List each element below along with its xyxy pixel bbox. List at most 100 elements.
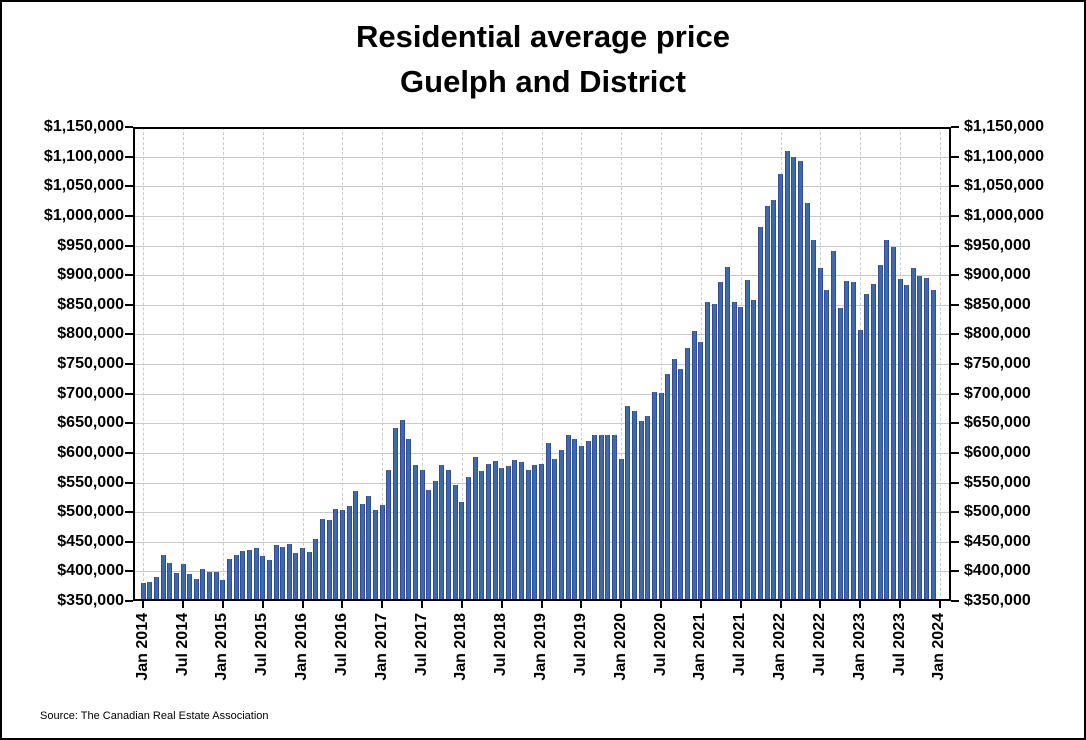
bar [705,301,710,601]
bar [240,551,246,601]
x-tick [142,601,145,608]
y-tick-right [951,570,959,573]
y-axis-label-left: $950,000 [57,236,124,254]
x-axis-label: Jan 2017 [372,613,390,681]
y-tick-left [125,214,133,217]
x-axis-label: Jan 2020 [611,613,629,681]
bar [658,393,664,601]
x-tick [938,601,941,608]
bar [671,359,677,601]
y-axis-label-right: $1,100,000 [964,147,1045,165]
y-tick-left [125,540,133,543]
bar [147,582,153,601]
bar [227,558,232,601]
bar [884,239,890,601]
bar [313,539,319,601]
bar [930,289,936,601]
y-tick-right [951,185,959,188]
x-axis-label: Jan 2018 [452,613,470,681]
x-tick [301,601,304,608]
y-axis-label-right: $650,000 [964,414,1031,432]
bar [260,556,266,601]
y-axis-label-right: $950,000 [964,236,1031,254]
y-tick-right [951,600,959,602]
x-axis-label: Jan 2022 [771,613,788,681]
x-tick [261,601,264,608]
y-tick-left [125,363,133,365]
bar [419,469,425,601]
v-gridline [262,127,264,601]
y-tick-left [125,392,133,395]
bar [738,306,744,601]
v-gridline [143,127,145,601]
bar [917,275,923,601]
plot-area [125,126,959,608]
x-tick [182,601,184,608]
bar [731,301,737,601]
x-tick [221,601,224,608]
y-tick-right [951,511,959,514]
v-gridline [541,127,543,601]
v-gridline [501,127,503,601]
y-axis-label-right: $550,000 [964,473,1031,491]
bar [539,463,544,601]
bar [758,227,764,601]
bar [452,484,458,601]
v-gridline [342,127,344,601]
x-tick [699,601,702,608]
bar [246,549,252,601]
bar [412,465,418,601]
y-axis-label-left: $700,000 [57,384,124,402]
bar [578,445,584,601]
bar [505,465,511,601]
y-axis-label-left: $650,000 [57,414,124,432]
bar [857,330,863,601]
bar [525,470,531,601]
y-axis-label-left: $750,000 [57,355,124,372]
y-tick-left [125,511,133,514]
x-axis-label: Jul 2017 [412,613,430,677]
bar [333,509,339,601]
y-tick-right [951,214,959,217]
v-gridline [621,127,623,601]
y-tick-left [125,155,133,158]
bar [532,464,538,601]
y-axis-label-left: $550,000 [57,473,124,491]
y-axis-label-right: $850,000 [964,295,1031,313]
v-gridline [422,127,423,601]
y-axis-label-left: $350,000 [57,592,124,609]
bar [519,461,525,601]
bar [592,434,598,601]
bar [233,554,239,601]
bar [804,203,810,601]
bar [625,405,631,601]
x-tick [341,601,344,608]
y-tick-left [125,274,133,277]
bar [837,307,843,601]
bar [645,415,651,601]
chart-title: Residential average price Guelph and Dis… [2,14,1084,104]
bar [598,434,604,601]
bar [393,428,398,601]
y-axis-label-right: $1,050,000 [964,177,1045,195]
x-tick [540,601,543,608]
bar [665,374,671,601]
bar [565,435,571,601]
v-gridline [302,127,304,601]
v-gridline [461,127,463,601]
bar [910,268,916,601]
chart-title-line1: Residential average price [356,19,730,54]
bar [220,579,226,601]
x-axis-label: Jul 2019 [571,613,589,677]
bar [764,205,770,601]
y-tick-right [951,303,959,306]
x-axis-label: Jul 2014 [173,613,191,677]
bar [724,266,730,601]
v-gridline [661,127,662,601]
bar [797,160,803,601]
x-axis-label: Jan 2019 [532,613,549,681]
bar [466,476,471,601]
y-axis-label-right: $1,000,000 [964,206,1045,224]
bar [200,569,206,601]
